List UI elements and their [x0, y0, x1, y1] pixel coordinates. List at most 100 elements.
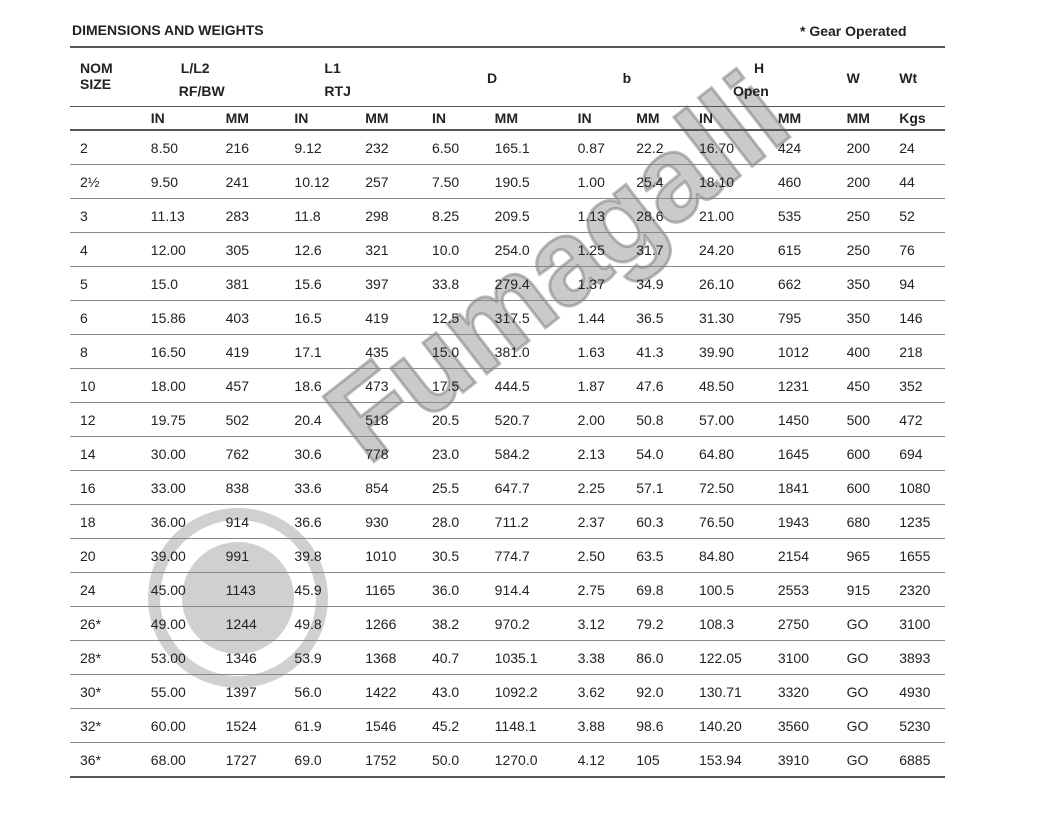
table-cell: 1231	[767, 368, 837, 403]
table-cell: 209.5	[484, 198, 568, 233]
table-cell: 2320	[889, 572, 945, 607]
table-cell: 615	[767, 232, 837, 267]
table-cell: 1524	[215, 708, 285, 743]
table-cell: 28.0	[421, 504, 485, 539]
table-cell: 915	[836, 572, 890, 607]
nom-size-cell: 20	[70, 538, 141, 573]
table-cell: 711.2	[484, 504, 568, 539]
table-cell: 502	[215, 402, 285, 437]
table-cell: 8.50	[140, 130, 216, 165]
table-cell: 146	[889, 300, 945, 335]
table-cell: 352	[889, 368, 945, 403]
table-cell: 472	[889, 402, 945, 437]
table-cell: 15.0	[140, 266, 216, 301]
table-cell: 11.8	[284, 198, 356, 233]
table-cell: 1165	[355, 572, 422, 607]
nom-size-cell: 3	[70, 198, 141, 233]
table-cell: 54.0	[626, 436, 689, 471]
table-cell: 33.6	[284, 470, 356, 505]
table-cell: 3.38	[567, 640, 627, 675]
table-cell: 49.8	[284, 606, 356, 641]
table-cell: 1727	[215, 742, 285, 778]
table-cell: 55.00	[140, 674, 216, 709]
table-row: 24 45.00 1143 45.9 1165 36.0 914.4 2.75 69.8 100.…	[70, 572, 945, 607]
table-cell: 60.3	[626, 504, 689, 539]
table-cell: 232	[355, 130, 422, 165]
table-cell: 31.7	[626, 232, 689, 267]
table-cell: 2750	[767, 606, 837, 641]
table-cell: 16.70	[688, 130, 768, 165]
table-cell: 9.50	[140, 164, 216, 199]
table-cell: 45.2	[421, 708, 485, 743]
table-cell: 10.12	[284, 164, 356, 199]
table-row: 10 18.00 457 18.6 473 17.5 444.5 1.87 47.6 48.50 1…	[70, 368, 945, 403]
header-rtj: RTJ	[324, 83, 351, 99]
table-cell: 165.1	[484, 130, 568, 165]
table-cell: 12.00	[140, 232, 216, 267]
unit-header: IN	[284, 106, 356, 131]
nom-size-cell: 16	[70, 470, 141, 505]
table-cell: 2154	[767, 538, 837, 573]
header-h: H	[753, 60, 765, 76]
nom-size-cell: 24	[70, 572, 141, 607]
table-cell: 4930	[889, 674, 945, 709]
unit-header: Kgs	[889, 106, 945, 131]
table-cell: 350	[836, 266, 890, 301]
table-cell: 122.05	[688, 640, 768, 675]
table-cell: 1546	[355, 708, 422, 743]
table-cell: GO	[836, 674, 890, 709]
table-cell: 200	[836, 164, 890, 199]
table-cell: 36.00	[140, 504, 216, 539]
table-cell: 43.0	[421, 674, 485, 709]
unit-header: IN	[140, 106, 216, 131]
table-cell: 18.00	[140, 368, 216, 403]
table-cell: 2.37	[567, 504, 627, 539]
unit-header: MM	[215, 106, 285, 131]
table-cell: 12.6	[284, 232, 356, 267]
table-cell: 24.20	[688, 232, 768, 267]
table-cell: 86.0	[626, 640, 689, 675]
table-cell: 33.8	[421, 266, 485, 301]
table-cell: 50.0	[421, 742, 485, 778]
nom-size-cell: 2½	[70, 164, 141, 199]
table-cell: 1.00	[567, 164, 627, 199]
table-cell: 56.0	[284, 674, 356, 709]
table-cell: 69.0	[284, 742, 356, 778]
table-cell: 34.9	[626, 266, 689, 301]
table-cell: 216	[215, 130, 285, 165]
table-cell: 1.87	[567, 368, 627, 403]
table-cell: 36.6	[284, 504, 356, 539]
table-cell: 4.12	[567, 742, 627, 778]
table-cell: 57.00	[688, 402, 768, 437]
table-cell: 48.50	[688, 368, 768, 403]
table-cell: 84.80	[688, 538, 768, 573]
table-cell: 108.3	[688, 606, 768, 641]
table-cell: 930	[355, 504, 422, 539]
table-cell: GO	[836, 708, 890, 743]
header-nom: NOM	[80, 60, 113, 76]
table-cell: 838	[215, 470, 285, 505]
header-b: b	[622, 70, 632, 86]
table-cell: 50.8	[626, 402, 689, 437]
table-cell: 1143	[215, 572, 285, 607]
table-cell: GO	[836, 640, 890, 675]
table-row: 28* 53.00 1346 53.9 1368 40.7 1035.1 3.38 86.0 12…	[70, 640, 945, 675]
table-cell: 3910	[767, 742, 837, 778]
table-cell: 18.10	[688, 164, 768, 199]
table-cell: 39.00	[140, 538, 216, 573]
table-cell: 5230	[889, 708, 945, 743]
table-cell: 17.1	[284, 334, 356, 369]
table-cell: 914.4	[484, 572, 568, 607]
table-cell: 20.5	[421, 402, 485, 437]
table-cell: 53.00	[140, 640, 216, 675]
table-cell: 600	[836, 470, 890, 505]
table-cell: 419	[355, 300, 422, 335]
table-cell: 39.8	[284, 538, 356, 573]
table-cell: 279.4	[484, 266, 568, 301]
table-cell: 100.5	[688, 572, 768, 607]
table-cell: 190.5	[484, 164, 568, 199]
unit-blank	[70, 106, 141, 131]
table-cell: 10.0	[421, 232, 485, 267]
dimensions-table: NOM L/L2 L1 D b H W Wt SIZE RF/BW RTJ Op…	[70, 50, 945, 778]
table-row: 2½ 9.50 241 10.12 257 7.50 190.5 1.00 25.4 18.10 4…	[70, 164, 945, 199]
